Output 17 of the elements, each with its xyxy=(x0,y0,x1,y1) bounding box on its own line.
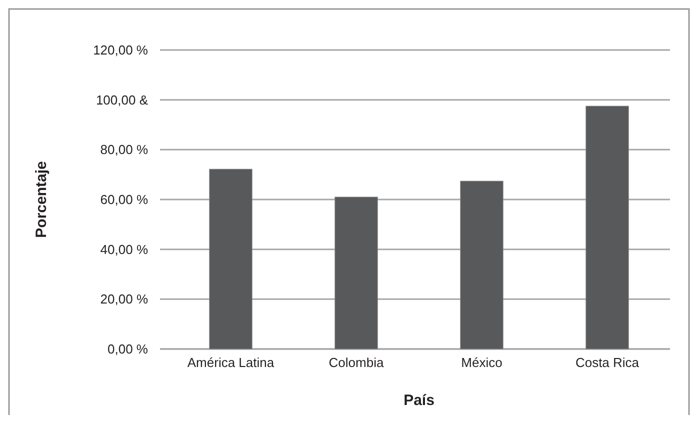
y-tick-label: 80,00 % xyxy=(100,142,148,158)
x-tick-label: Colombia xyxy=(328,355,384,370)
y-axis-title: Porcentaje xyxy=(33,161,50,238)
y-tick-label: 20,00 % xyxy=(100,292,148,307)
y-tick-label: 40,00 % xyxy=(100,242,148,257)
y-tick-label: 100,00 & xyxy=(96,92,148,108)
x-axis-title: País xyxy=(404,392,434,409)
bar xyxy=(334,196,378,350)
x-tick-label: América Latina xyxy=(187,355,275,370)
y-tick-label: 0,00 % xyxy=(108,342,148,357)
bar xyxy=(586,106,629,350)
y-tick-label: 60,00 % xyxy=(100,192,148,208)
bar xyxy=(209,168,252,350)
bar xyxy=(460,180,504,350)
x-tick-label: México xyxy=(461,355,502,370)
x-tick-label: Costa Rica xyxy=(575,355,640,370)
y-tick-label: 120,00 % xyxy=(93,42,148,58)
